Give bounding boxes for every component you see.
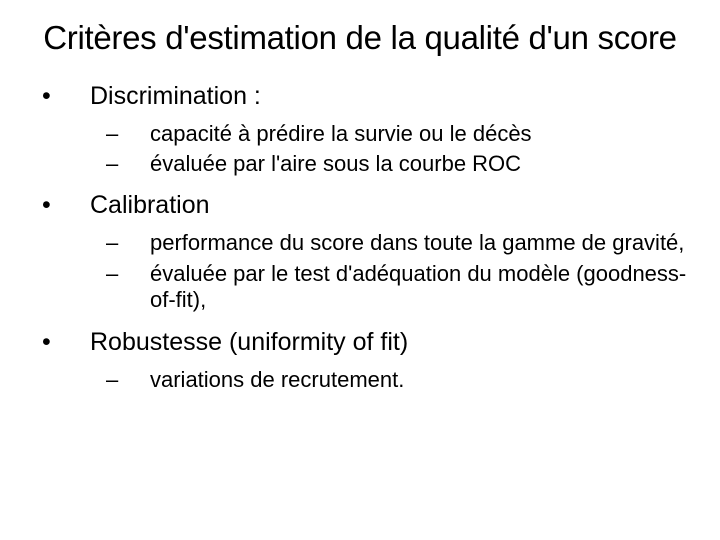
slide-content: • Discrimination : – capacité à prédire … xyxy=(30,82,690,393)
bullet-level2: – évaluée par le test d'adéquation du mo… xyxy=(106,261,690,314)
bullet-level2: – évaluée par l'aire sous la courbe ROC xyxy=(106,151,690,177)
section-discrimination: • Discrimination : – capacité à prédire … xyxy=(42,82,690,178)
sub-item-text: évaluée par l'aire sous la courbe ROC xyxy=(150,151,690,177)
section-calibration: • Calibration – performance du score dan… xyxy=(42,191,690,313)
bullet-level2: – variations de recrutement. xyxy=(106,367,690,393)
bullet-dot-icon: • xyxy=(42,82,90,111)
slide-title: Critères d'estimation de la qualité d'un… xyxy=(30,18,690,58)
dash-icon: – xyxy=(106,367,150,393)
bullet-level1: • Discrimination : xyxy=(42,82,690,111)
bullet-level2: – performance du score dans toute la gam… xyxy=(106,230,690,256)
dash-icon: – xyxy=(106,121,150,147)
sub-item-text: variations de recrutement. xyxy=(150,367,690,393)
bullet-level1: • Robustesse (uniformity of fit) xyxy=(42,328,690,357)
section-heading: Calibration xyxy=(90,191,690,220)
bullet-level1: • Calibration xyxy=(42,191,690,220)
sub-item-text: évaluée par le test d'adéquation du modè… xyxy=(150,261,690,314)
section-robustesse: • Robustesse (uniformity of fit) – varia… xyxy=(42,328,690,393)
dash-icon: – xyxy=(106,261,150,314)
dash-icon: – xyxy=(106,151,150,177)
bullet-dot-icon: • xyxy=(42,191,90,220)
section-heading: Discrimination : xyxy=(90,82,690,111)
sub-item-text: performance du score dans toute la gamme… xyxy=(150,230,690,256)
section-heading: Robustesse (uniformity of fit) xyxy=(90,328,690,357)
dash-icon: – xyxy=(106,230,150,256)
sub-item-text: capacité à prédire la survie ou le décès xyxy=(150,121,690,147)
bullet-dot-icon: • xyxy=(42,328,90,357)
bullet-level2: – capacité à prédire la survie ou le déc… xyxy=(106,121,690,147)
